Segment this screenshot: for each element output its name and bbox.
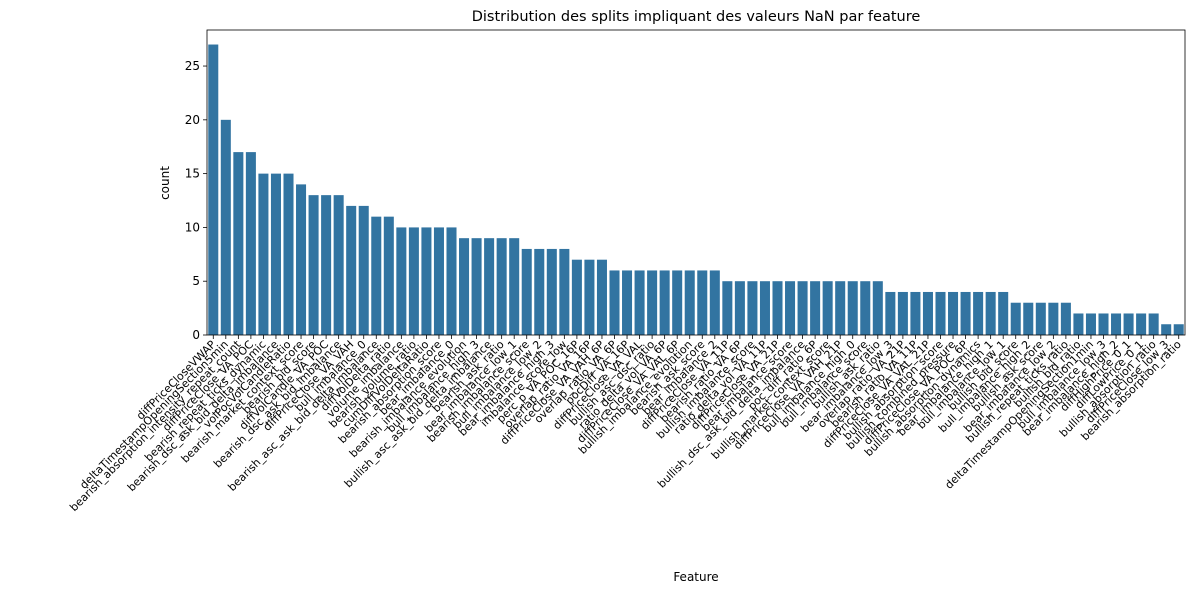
bar <box>484 238 495 335</box>
bar <box>509 238 520 335</box>
bar <box>396 227 407 335</box>
bar <box>433 227 444 335</box>
bar <box>258 173 269 335</box>
bar <box>785 281 796 335</box>
bar <box>1161 324 1172 335</box>
bar <box>609 270 620 335</box>
bar <box>333 195 344 335</box>
bar <box>697 270 708 335</box>
bar <box>722 281 733 335</box>
bar <box>408 227 419 335</box>
bar <box>922 291 933 335</box>
bar <box>910 291 921 335</box>
bar <box>220 119 231 335</box>
bar <box>709 270 720 335</box>
bar <box>521 248 532 335</box>
bar <box>1123 313 1134 335</box>
bar <box>358 205 369 335</box>
chart-title: Distribution des splits impliquant des v… <box>472 9 921 25</box>
bar <box>471 238 482 335</box>
x-axis-label: Feature <box>673 570 718 584</box>
bar <box>860 281 871 335</box>
plot-frame <box>206 29 1186 336</box>
y-tick-label: 15 <box>185 167 200 181</box>
bar <box>810 281 821 335</box>
bar <box>948 291 959 335</box>
bar <box>985 291 996 335</box>
bar <box>421 227 432 335</box>
bar <box>584 259 595 335</box>
bar <box>973 291 984 335</box>
bar <box>496 238 507 335</box>
bar <box>208 44 219 336</box>
bar <box>1073 313 1084 335</box>
y-tick-label: 5 <box>192 274 200 288</box>
bar <box>1111 313 1122 335</box>
bar <box>684 270 695 335</box>
y-tick-label: 20 <box>185 113 200 127</box>
bar <box>835 281 846 335</box>
bar <box>622 270 633 335</box>
y-tick-label: 10 <box>185 220 200 234</box>
bar <box>634 270 645 335</box>
bar <box>371 216 382 335</box>
bar <box>596 259 607 335</box>
bar <box>1085 313 1096 335</box>
bar <box>647 270 658 335</box>
bar <box>772 281 783 335</box>
bar <box>998 291 1009 335</box>
y-tick-label: 25 <box>185 59 200 73</box>
bar <box>885 291 896 335</box>
bar <box>1060 302 1071 335</box>
bar <box>1136 313 1147 335</box>
bar <box>571 259 582 335</box>
bar <box>872 281 883 335</box>
bar <box>283 173 294 335</box>
bar <box>446 227 457 335</box>
y-axis-label: count <box>158 166 172 200</box>
y-tick-label: 0 <box>192 328 200 342</box>
bar <box>1148 313 1159 335</box>
bar <box>935 291 946 335</box>
bar <box>308 195 319 335</box>
bar <box>897 291 908 335</box>
bar <box>559 248 570 335</box>
bar <box>346 205 357 335</box>
bar <box>822 281 833 335</box>
bar <box>546 248 557 335</box>
bar <box>1010 302 1021 335</box>
bar <box>321 195 332 335</box>
bar <box>383 216 394 335</box>
bar <box>1098 313 1109 335</box>
bar <box>1035 302 1046 335</box>
bar <box>534 248 545 335</box>
bar <box>734 281 745 335</box>
bar <box>1048 302 1059 335</box>
bar <box>270 173 281 335</box>
bar <box>797 281 808 335</box>
bar <box>245 152 256 335</box>
bar <box>672 270 683 335</box>
bar <box>459 238 470 335</box>
bar <box>759 281 770 335</box>
bar <box>747 281 758 335</box>
bar <box>659 270 670 335</box>
bar <box>847 281 858 335</box>
bar <box>960 291 971 335</box>
bar <box>1173 324 1184 335</box>
bar <box>233 152 244 335</box>
bar <box>1023 302 1034 335</box>
bar <box>296 184 307 335</box>
